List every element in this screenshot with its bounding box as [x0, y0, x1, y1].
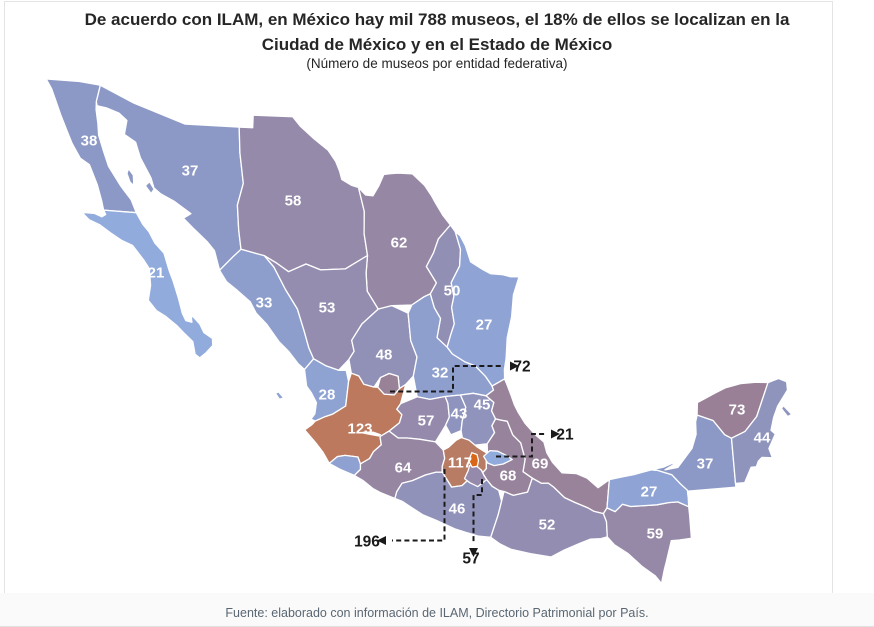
svg-text:21: 21: [148, 265, 165, 282]
svg-text:27: 27: [641, 484, 658, 501]
svg-text:37: 37: [182, 163, 199, 180]
svg-text:117: 117: [448, 455, 472, 472]
svg-text:64: 64: [395, 460, 412, 477]
svg-text:27: 27: [476, 317, 493, 334]
svg-text:44: 44: [754, 430, 771, 447]
svg-text:38: 38: [81, 133, 98, 150]
svg-text:73: 73: [729, 402, 746, 419]
svg-text:68: 68: [500, 468, 517, 485]
svg-text:33: 33: [256, 295, 273, 312]
svg-text:57: 57: [418, 413, 435, 430]
svg-text:32: 32: [432, 365, 449, 382]
svg-text:57: 57: [462, 551, 479, 568]
svg-text:45: 45: [474, 397, 491, 414]
svg-text:37: 37: [697, 456, 714, 473]
svg-text:53: 53: [319, 300, 336, 317]
svg-text:123: 123: [347, 421, 372, 438]
svg-text:52: 52: [539, 517, 556, 534]
svg-text:59: 59: [647, 526, 664, 543]
svg-text:58: 58: [285, 193, 302, 210]
svg-text:48: 48: [376, 347, 393, 364]
svg-text:43: 43: [451, 406, 468, 423]
svg-text:62: 62: [391, 235, 408, 252]
svg-text:69: 69: [532, 456, 549, 473]
svg-text:72: 72: [513, 359, 530, 376]
svg-text:28: 28: [319, 387, 336, 404]
svg-text:196: 196: [354, 534, 380, 551]
svg-text:46: 46: [449, 501, 466, 518]
svg-text:50: 50: [444, 283, 461, 300]
svg-text:21: 21: [556, 427, 574, 444]
